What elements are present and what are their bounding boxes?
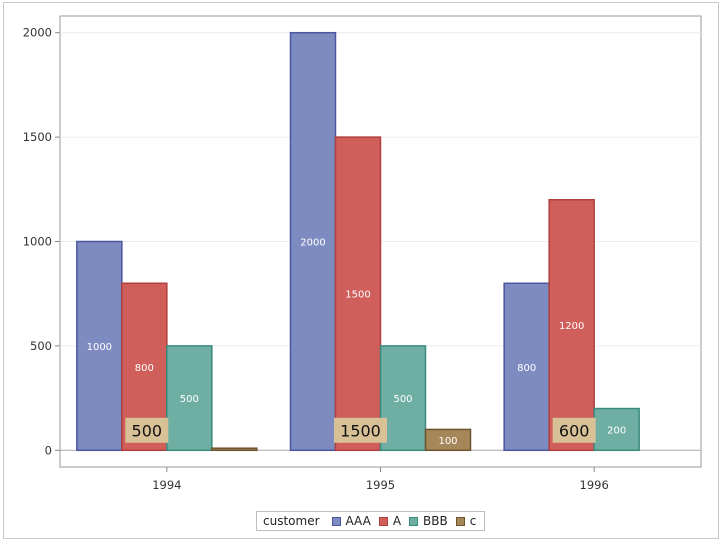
legend-swatch <box>409 516 419 526</box>
bar-AAA-1994 <box>76 240 123 452</box>
bar-AAA-1995 <box>289 31 337 452</box>
data-label: 200 <box>607 425 626 436</box>
annotation-label: 500 <box>132 421 163 440</box>
annotation-box <box>552 417 596 443</box>
x-tick-label: 1994 <box>152 478 181 492</box>
legend-swatch <box>455 516 465 526</box>
data-label: 1000 <box>87 342 112 353</box>
legend-item-BBB: BBB <box>409 514 448 528</box>
data-label: 1500 <box>345 290 370 301</box>
legend-label: A <box>392 514 402 528</box>
legend-swatch <box>378 516 388 526</box>
x-tick-label: 1996 <box>580 478 609 492</box>
bar-AAA-1996 <box>503 282 550 452</box>
chart-frame: 0 500 1000 1500 2000 1000 800 500 1994 2000 1500 50… <box>3 2 719 539</box>
y-tick-label: 500 <box>30 339 52 353</box>
data-label: 500 <box>393 394 412 405</box>
bar-c-1994 <box>211 447 258 452</box>
data-label: 2000 <box>300 238 325 249</box>
bar-BBB-1995 <box>379 345 427 452</box>
data-label: 500 <box>180 394 199 405</box>
legend-label: AAA <box>345 514 371 528</box>
legend-swatch <box>331 516 341 526</box>
annotation-box <box>334 417 387 443</box>
bar-A-1995 <box>334 136 382 452</box>
annotation-label: 600 <box>559 421 590 440</box>
legend-item-A: A <box>378 514 402 528</box>
annotation-box <box>125 417 169 443</box>
legend: customer AAA A BBB c <box>256 511 486 531</box>
legend-label: BBB <box>423 514 448 528</box>
bar-BBB-1996 <box>593 407 640 452</box>
legend-item-AAA: AAA <box>331 514 371 528</box>
x-tick-label: 1995 <box>366 478 395 492</box>
bar-chart: 0 500 1000 1500 2000 1000 800 500 1994 2000 1500 50… <box>23 15 702 492</box>
bar-c-1995 <box>424 428 472 452</box>
legend-label: c <box>469 514 477 528</box>
data-label: 100 <box>438 436 457 447</box>
annotation-label: 1500 <box>340 421 381 440</box>
data-label: 800 <box>517 363 536 374</box>
bar-BBB-1994 <box>166 345 213 452</box>
y-tick-label: 0 <box>45 443 52 457</box>
data-label: 800 <box>135 363 154 374</box>
legend-item-c: c <box>455 514 477 528</box>
legend-title: customer <box>263 514 320 528</box>
y-tick-label: 2000 <box>23 26 52 40</box>
data-label: 1200 <box>559 321 584 332</box>
bar-A-1996 <box>548 198 595 452</box>
y-tick-label: 1000 <box>23 235 52 249</box>
y-tick-label: 1500 <box>23 130 52 144</box>
